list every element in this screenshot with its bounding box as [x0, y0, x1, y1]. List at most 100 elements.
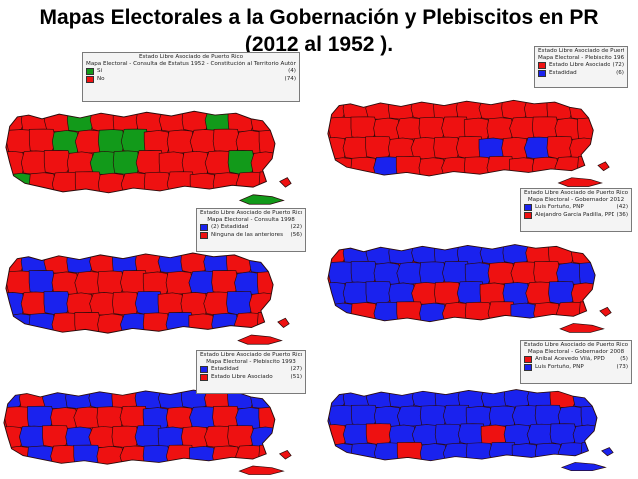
legend-item-count: (5)	[620, 356, 628, 363]
municipality	[577, 117, 594, 140]
municipality	[572, 424, 597, 446]
legend-item-count: (36)	[616, 212, 628, 219]
municipality	[388, 137, 416, 160]
municipality	[419, 443, 448, 461]
legend-swatch	[524, 204, 532, 212]
legend-swatch	[524, 364, 532, 372]
vieques-island	[560, 462, 607, 472]
legend-gobernador-2012: Estado Libre Asociado de Puerto Rico Mapa…	[520, 188, 632, 232]
municipality	[66, 151, 95, 176]
municipality	[97, 172, 126, 193]
municipality	[50, 407, 78, 429]
culebra-island	[597, 161, 610, 172]
map-plebiscito-1967	[326, 88, 612, 190]
municipality-cells	[3, 390, 275, 465]
legend-header-line: Mapa Electoral - Gobernador 2008	[527, 348, 625, 355]
municipality	[258, 129, 275, 154]
legend-header-line: Estado Libre Asociado de Puerto Rico	[538, 48, 624, 54]
legend-item-count: (73)	[616, 364, 628, 371]
legend-swatch	[86, 68, 94, 76]
legend-item-count: (42)	[616, 204, 628, 211]
municipality	[51, 271, 79, 295]
legend-swatch	[200, 366, 208, 374]
municipality	[579, 261, 596, 285]
municipality	[418, 157, 446, 176]
map-gobernador-2012	[326, 232, 614, 336]
municipality	[388, 282, 416, 305]
municipality-cells	[327, 100, 594, 176]
municipality	[97, 313, 125, 334]
legend-item: Estadidad (27)	[200, 366, 302, 374]
legend-consulta-1998: Estado Libre Asociado de Puerto Rico Mapa…	[196, 208, 306, 252]
legend-item-label: (2) Estadidad	[211, 224, 249, 231]
coastline	[327, 99, 594, 177]
municipality	[249, 292, 274, 316]
municipality	[19, 390, 47, 410]
culebra-island	[601, 447, 614, 457]
legend-header-line: Mapa Electoral - Gobernador 2012	[527, 196, 625, 203]
puerto-rico-map	[5, 252, 290, 345]
legend-swatch	[538, 62, 546, 70]
municipality	[96, 446, 125, 465]
municipality	[258, 406, 275, 429]
culebra-island	[599, 306, 612, 317]
legend-item-label: Estadidad	[211, 366, 239, 373]
municipality	[571, 282, 596, 305]
municipality	[373, 442, 402, 461]
coastline	[5, 252, 274, 334]
legend-item-label: Aníbal Acevedo Vilá, PPD	[535, 356, 605, 363]
page-title: Mapas Electorales a la Gobernación y Ple…	[0, 4, 638, 58]
municipality-cells	[327, 389, 597, 461]
municipality	[250, 426, 275, 449]
legend-item: Luis Fortuño, PNP (42)	[524, 204, 628, 212]
puerto-rico-map	[327, 99, 610, 187]
culebra-island	[278, 449, 292, 460]
legend-header-line: Estado Libre Asociado de Puerto Rico	[200, 352, 302, 358]
legend-item-label: No	[97, 76, 105, 83]
legend-item-label: Luis Fortuño, PNP	[535, 364, 584, 371]
legend-swatch	[86, 76, 94, 84]
legend-item: Sí (4)	[86, 68, 296, 76]
coastline	[327, 389, 598, 462]
municipality	[342, 244, 371, 265]
vieques-island	[238, 194, 285, 205]
legend-item: No (74)	[86, 76, 296, 84]
culebra-island	[279, 177, 292, 188]
municipality	[373, 156, 401, 176]
legend-item-label: Luis Fortuño, PNP	[535, 204, 584, 211]
municipality	[65, 426, 93, 449]
legend-item-count: (6)	[616, 70, 624, 77]
municipality	[20, 253, 49, 274]
municipality	[580, 405, 597, 427]
municipality	[51, 171, 80, 193]
legend-swatch	[524, 356, 532, 364]
municipality	[342, 389, 371, 409]
legend-item-count: (56)	[290, 232, 302, 239]
legend-item: Estadidad (6)	[538, 70, 624, 78]
municipality-cells	[5, 111, 275, 193]
legend-item-count: (27)	[290, 366, 302, 373]
legend-item-count: (4)	[288, 68, 296, 75]
vieques-island	[557, 177, 603, 187]
coastline	[5, 110, 276, 194]
legend-item-label: Estado Libre Asociado	[211, 374, 273, 381]
legend-item-count: (22)	[290, 224, 302, 231]
legend-header-line: Mapa Electoral - Consulta de Estatus 195…	[86, 60, 296, 67]
legend-swatch	[200, 232, 208, 240]
legend-header-line: Mapa Electoral - Plebiscito 1967	[538, 54, 624, 61]
municipality	[51, 130, 80, 154]
municipality	[66, 292, 94, 316]
legend-swatch	[524, 212, 532, 220]
municipality	[373, 117, 401, 140]
municipality	[373, 406, 402, 427]
legend-item: Estado Libre Asociado (72)	[538, 62, 624, 70]
legend-header-line: Estado Libre Asociado de Puerto Rico	[524, 342, 628, 348]
municipality	[373, 262, 401, 285]
legend-swatch	[200, 374, 208, 382]
puerto-rico-map	[327, 244, 612, 333]
legend-swatch	[200, 224, 208, 232]
municipality	[419, 302, 447, 322]
legend-item: Ninguna de las anteriores (56)	[200, 232, 302, 240]
legend-item: Luis Fortuño, PNP (73)	[524, 364, 628, 372]
legend-item-count: (74)	[284, 76, 296, 83]
